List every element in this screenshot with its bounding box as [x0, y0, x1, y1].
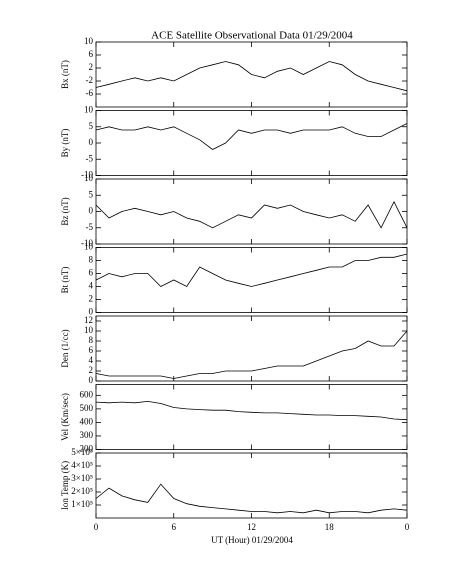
y-tick-label: 0 [89, 206, 94, 216]
data-line [95, 400, 408, 421]
data-line [95, 123, 408, 150]
y-tick-label: -6 [86, 88, 94, 98]
data-line [95, 483, 408, 514]
x-axis-label: UT (Hour) 01/29/2004 [211, 535, 293, 545]
y-tick-label: 2×10⁵ [71, 486, 93, 496]
y-tick-label: 6 [89, 268, 94, 278]
y-tick-label: 6 [89, 49, 94, 59]
y-tick-label: 8 [89, 255, 94, 265]
y-tick-label: 10 [84, 36, 94, 46]
y-tick-label: 3×10⁵ [71, 473, 93, 483]
y-axis-label: Bz (nT) [60, 197, 70, 225]
y-tick-label: 4×10⁵ [71, 460, 93, 470]
y-tick-label: -5 [86, 222, 94, 232]
y-tick-label: 2 [89, 294, 94, 304]
y-tick-label: 10 [84, 105, 94, 115]
y-tick-label: 10 [84, 325, 94, 335]
y-tick-label: 300 [80, 430, 94, 440]
y-tick-label: 600 [80, 389, 94, 399]
panel-frame [95, 452, 408, 519]
y-tick-label: 0 [89, 307, 94, 317]
y-tick-label: 12 [84, 315, 93, 325]
y-axis-label: Bt (nT) [60, 267, 70, 294]
y-tick-label: 200 [80, 444, 94, 454]
y-axis-label: Den (1/cc) [60, 329, 70, 367]
chart-title: ACE Satellite Observational Data 01/29/2… [151, 30, 353, 42]
y-axis-label: Bx (nT) [60, 60, 70, 89]
y-tick-label: 2 [89, 365, 94, 375]
x-tick-label: 18 [325, 522, 335, 532]
y-tick-label: 10 [84, 242, 94, 252]
y-tick-label: 500 [80, 403, 94, 413]
y-tick-label: 10 [84, 173, 94, 183]
y-tick-label: -10 [81, 238, 93, 248]
y-tick-label: 8 [89, 335, 94, 345]
x-tick-label: 6 [172, 522, 177, 532]
y-axis-label: Vel (Km/sec) [60, 393, 70, 441]
panel-frame [95, 110, 408, 176]
x-tick-label: 0 [94, 522, 99, 532]
y-tick-label: 0 [89, 137, 94, 147]
data-line [95, 200, 408, 229]
panel-frame [95, 384, 408, 450]
y-tick-label: 4 [89, 355, 94, 365]
y-tick-label: 5 [89, 121, 94, 131]
y-tick-label: -2 [86, 75, 94, 85]
y-tick-label: -10 [81, 170, 93, 180]
data-line [95, 330, 408, 379]
data-line [95, 61, 408, 92]
x-tick-label: 0 [405, 522, 410, 532]
y-tick-label: 2 [89, 62, 94, 72]
y-tick-label: 400 [80, 416, 94, 426]
y-tick-label: 0 [89, 375, 94, 385]
y-tick-label: 5 [89, 189, 94, 199]
y-tick-label: 1×10⁵ [71, 499, 93, 509]
y-tick-label: 5×10⁵ [71, 447, 93, 457]
x-tick-label: 12 [247, 522, 256, 532]
y-axis-label: By (nT) [60, 129, 70, 158]
panel-frame [95, 178, 408, 245]
y-axis-label: Ion Temp (K) [60, 461, 70, 510]
panel-frame [95, 247, 408, 313]
y-tick-label: -5 [86, 153, 94, 163]
y-tick-label: 6 [89, 345, 94, 355]
data-line [95, 253, 408, 288]
y-tick-label: 4 [89, 281, 94, 291]
